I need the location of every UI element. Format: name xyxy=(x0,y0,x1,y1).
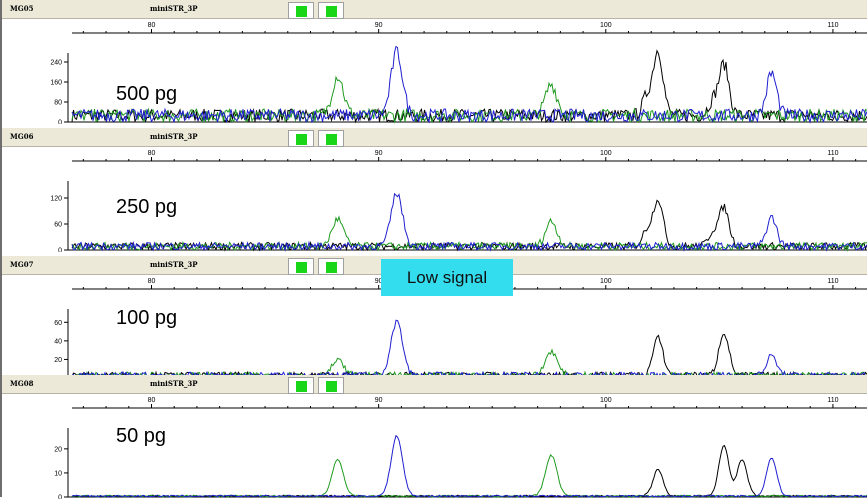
dna-amount-label: 500 pg xyxy=(116,83,177,106)
trace-plot: 80 90 100 110 0 80 160 240 xyxy=(2,19,867,124)
y-tick-label: 120 xyxy=(50,196,62,203)
trace-blue xyxy=(72,194,867,250)
low-signal-annotation: Low signal xyxy=(381,259,513,296)
x-tick-label: 110 xyxy=(827,150,838,157)
dye-toggle-1[interactable] xyxy=(288,377,314,394)
dye-indicator-icon xyxy=(296,134,307,145)
x-tick-label: 80 xyxy=(148,397,156,404)
panel-header: MG08 miniSTR_3P xyxy=(2,375,867,394)
kit-name: miniSTR_3P xyxy=(150,4,198,13)
x-tick-label: 110 xyxy=(827,22,838,29)
x-tick-label: 100 xyxy=(600,22,612,29)
sample-name: MG05 xyxy=(10,4,33,13)
dye-indicator-icon xyxy=(326,134,337,145)
dna-amount-label: 250 pg xyxy=(116,196,177,219)
x-tick-label: 110 xyxy=(827,278,838,285)
dna-amount-label: 50 pg xyxy=(116,425,166,448)
trace-black xyxy=(72,446,867,497)
y-tick-label: 20 xyxy=(54,446,62,453)
y-tick-label: 10 xyxy=(54,470,62,477)
panel-header: MG06 miniSTR_3P xyxy=(2,128,867,147)
dye-indicator-icon xyxy=(296,6,307,17)
sample-panel: MG06 miniSTR_3P 80 90 100 110 0 60 120 xyxy=(2,128,867,252)
dye-toggle-2[interactable] xyxy=(318,130,344,147)
dye-toggle-2[interactable] xyxy=(318,377,344,394)
x-tick-label: 90 xyxy=(375,397,383,404)
kit-name: miniSTR_3P xyxy=(150,379,198,388)
dna-amount-label: 100 pg xyxy=(116,307,177,330)
y-tick-label: 60 xyxy=(54,222,62,229)
dye-toggle-1[interactable] xyxy=(288,2,314,19)
y-tick-label: 80 xyxy=(54,100,62,107)
x-tick-label: 100 xyxy=(600,278,612,285)
trace-black xyxy=(72,335,867,379)
trace-blue xyxy=(72,436,867,497)
sample-name: MG08 xyxy=(10,379,33,388)
dye-toggle-2[interactable] xyxy=(318,2,344,19)
trace-blue xyxy=(72,320,867,378)
sample-name: MG06 xyxy=(10,132,33,141)
y-tick-label: 40 xyxy=(54,338,62,345)
y-tick-label: 0 xyxy=(58,120,62,125)
y-tick-label: 60 xyxy=(54,320,62,327)
y-tick-label: 240 xyxy=(50,60,62,67)
kit-name: miniSTR_3P xyxy=(150,260,198,269)
dye-indicator-icon xyxy=(326,381,337,392)
sample-name: MG07 xyxy=(10,260,33,269)
x-tick-label: 90 xyxy=(375,150,383,157)
dye-indicator-icon xyxy=(296,381,307,392)
dye-toggle-2[interactable] xyxy=(318,258,344,275)
kit-name: miniSTR_3P xyxy=(150,132,198,141)
dye-indicator-icon xyxy=(326,262,337,273)
y-tick-label: 160 xyxy=(50,80,62,87)
x-tick-label: 80 xyxy=(148,278,156,285)
y-tick-label: 0 xyxy=(58,248,62,253)
x-tick-label: 90 xyxy=(375,22,383,29)
dye-toggle-1[interactable] xyxy=(288,258,314,275)
x-tick-label: 110 xyxy=(827,397,838,404)
x-tick-label: 80 xyxy=(148,22,156,29)
dye-toggle-1[interactable] xyxy=(288,130,314,147)
x-tick-label: 100 xyxy=(600,150,612,157)
trace-svg: 80 90 100 110 0 80 160 240 xyxy=(2,19,867,124)
trace-black xyxy=(72,200,867,250)
panel-header: MG05 miniSTR_3P xyxy=(2,0,867,19)
x-tick-label: 80 xyxy=(148,150,156,157)
dye-indicator-icon xyxy=(326,6,337,17)
trace-blue xyxy=(72,47,867,123)
trace-black xyxy=(72,51,867,122)
x-tick-label: 100 xyxy=(600,397,612,404)
y-tick-label: 20 xyxy=(54,357,62,364)
dye-indicator-icon xyxy=(296,262,307,273)
